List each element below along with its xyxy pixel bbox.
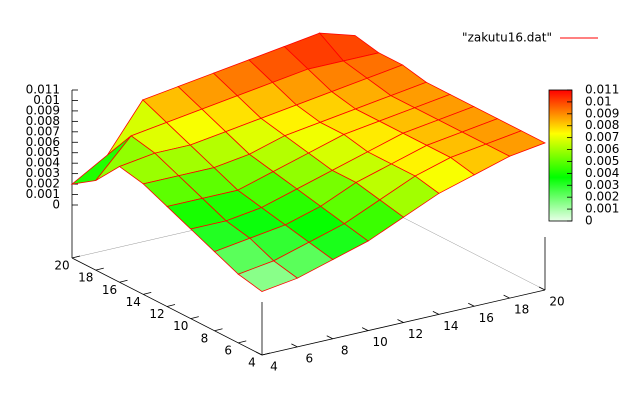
y-tick-label: 4 [248,356,256,370]
z-tick-label: 0.003 [26,166,60,180]
y-tick [238,340,247,344]
z-tick-label: 0.011 [26,83,60,97]
x-tick-label: 20 [549,295,564,309]
x-tick [361,327,369,331]
x-tick-label: 16 [479,311,494,325]
z-tick-label: 0 [52,198,60,212]
x-tick [397,319,404,323]
x-tick-label: 18 [514,303,529,317]
colorbar-tick-label: 0 [585,214,593,228]
y-tick [261,352,271,356]
y-tick-label: 14 [126,295,141,309]
z-tick-label: 0.001 [26,187,60,201]
y-tick-label: 18 [78,271,93,285]
z-tick-label: 0.005 [26,145,60,159]
colorbar-tick-label: 0.002 [585,190,619,204]
x-tick [538,286,546,291]
colorbar-tick-label: 0.001 [585,202,619,216]
y-tick-label: 10 [173,319,188,333]
z-tick-label: 0.006 [26,135,60,149]
y-tick-label: 12 [149,307,164,321]
y-tick [119,279,128,283]
x-tick [291,343,298,348]
z-tick-label: 0.007 [26,124,60,138]
y-tick [143,291,152,295]
x-tick [503,294,510,299]
colorbar-tick-label: 0.004 [585,166,619,180]
z-tick-label: 0.01 [33,93,60,107]
z-tick-label: 0.009 [26,103,60,117]
x-tick [468,302,475,307]
x-tick-label: 8 [341,343,349,357]
y-tick [95,267,104,271]
z-tick-label: 0.008 [26,114,60,128]
colorbar-tick-label: 0.005 [585,154,619,168]
colorbar-tick-label: 0.01 [585,94,612,108]
x-tick-label: 6 [306,351,314,365]
colorbar-tick-label: 0.011 [585,83,619,97]
colorbar-tick-label: 0.008 [585,118,619,132]
x-tick [432,311,440,315]
surface-cell [237,260,299,292]
y-tick-label: 8 [201,331,209,345]
x-tick [326,335,333,340]
x-tick-label: 10 [372,335,387,349]
z-tick-label: 0.004 [26,156,60,170]
z-tick-label: 0.002 [26,177,60,191]
legend-label: "zakutu16.dat" [462,31,552,45]
y-tick-label: 20 [54,259,69,273]
y-tick [166,304,176,307]
x-tick-label: 4 [270,360,278,374]
y-tick-label: 16 [102,283,117,297]
y-tick [190,316,199,320]
colorbar-tick-label: 0.007 [585,130,619,144]
y-tick-label: 6 [224,343,232,357]
colorbar-tick-label: 0.009 [585,106,619,120]
x-tick-label: 12 [408,327,423,341]
colorbar [548,89,573,222]
x-tick [255,351,263,356]
y-tick [71,255,81,259]
colorbar-tick-label: 0.003 [585,178,619,192]
colorbar-tick-label: 0.006 [585,142,619,156]
y-tick [214,328,223,332]
x-tick-label: 14 [443,319,458,333]
